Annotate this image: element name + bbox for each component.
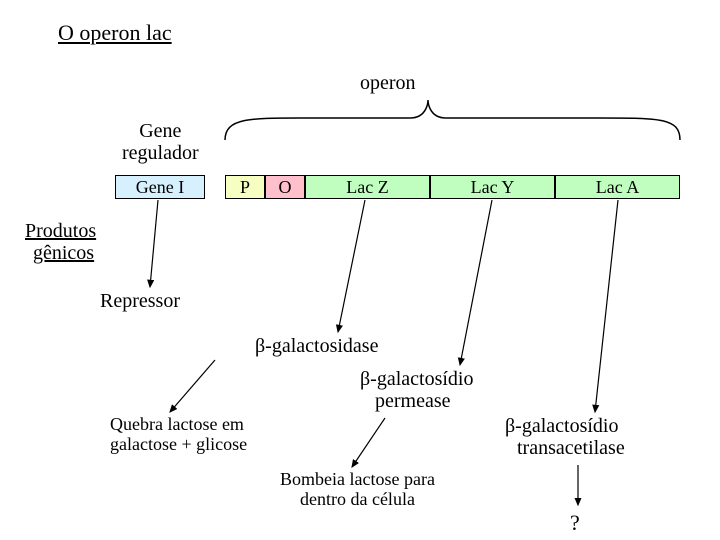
- arrow-laca-trans: [595, 200, 618, 412]
- operator-label: O: [279, 177, 292, 198]
- produtos-l1: Produtos: [25, 220, 96, 242]
- promoter-label: P: [240, 177, 250, 198]
- produtos-l2: gênicos: [33, 242, 94, 264]
- bgalactosidase-label: β-galactosidase: [255, 335, 378, 358]
- permease-l2: permease: [375, 390, 451, 412]
- operon-brace: [225, 100, 680, 140]
- transacetilase-label: β-galactosídio transacetilase: [505, 415, 625, 459]
- quebra-l2: galactose + glicose: [110, 434, 247, 454]
- bombeia-l1: Bombeia lactose para: [280, 469, 435, 489]
- arrow-lacy-permease: [460, 200, 492, 365]
- arrow-lacz-bgal: [338, 200, 365, 332]
- page-title: O operon lac: [58, 20, 172, 46]
- promoter-box: P: [225, 175, 265, 199]
- quebra-label: Quebra lactose em galactose + glicose: [110, 415, 247, 455]
- arrow-genei-repressor: [150, 200, 158, 287]
- quebra-l1: Quebra lactose em: [110, 414, 244, 434]
- lacz-label: Lac Z: [346, 177, 388, 198]
- permease-l1: β-galactosídio: [360, 368, 473, 390]
- lacy-label: Lac Y: [471, 177, 515, 198]
- lacz-box: Lac Z: [305, 175, 430, 199]
- bombeia-l2: dentro da célula: [300, 489, 415, 509]
- gene-regulador-l2: regulador: [122, 142, 199, 164]
- transacetilase-l1: β-galactosídio: [505, 415, 618, 437]
- laca-label: Lac A: [596, 177, 639, 198]
- operon-label: operon: [360, 72, 416, 95]
- question-label: ?: [570, 510, 580, 536]
- gene-regulador-l1: Gene: [139, 120, 181, 142]
- gene-i-box: Gene I: [115, 175, 205, 199]
- bombeia-label: Bombeia lactose para dentro da célula: [280, 470, 435, 510]
- produtos-label: Produtos gênicos: [25, 220, 96, 264]
- lacy-box: Lac Y: [430, 175, 555, 199]
- repressor-label: Repressor: [100, 290, 180, 313]
- transacetilase-l2: transacetilase: [517, 437, 625, 459]
- gene-regulador-label: Gene regulador: [122, 120, 199, 164]
- gene-i-label: Gene I: [136, 177, 184, 198]
- laca-box: Lac A: [555, 175, 680, 199]
- operator-box: O: [265, 175, 305, 199]
- arrow-repressor-quebra: [170, 360, 215, 412]
- arrow-permease-bombeia: [352, 418, 385, 467]
- permease-label: β-galactosídio permease: [360, 368, 473, 412]
